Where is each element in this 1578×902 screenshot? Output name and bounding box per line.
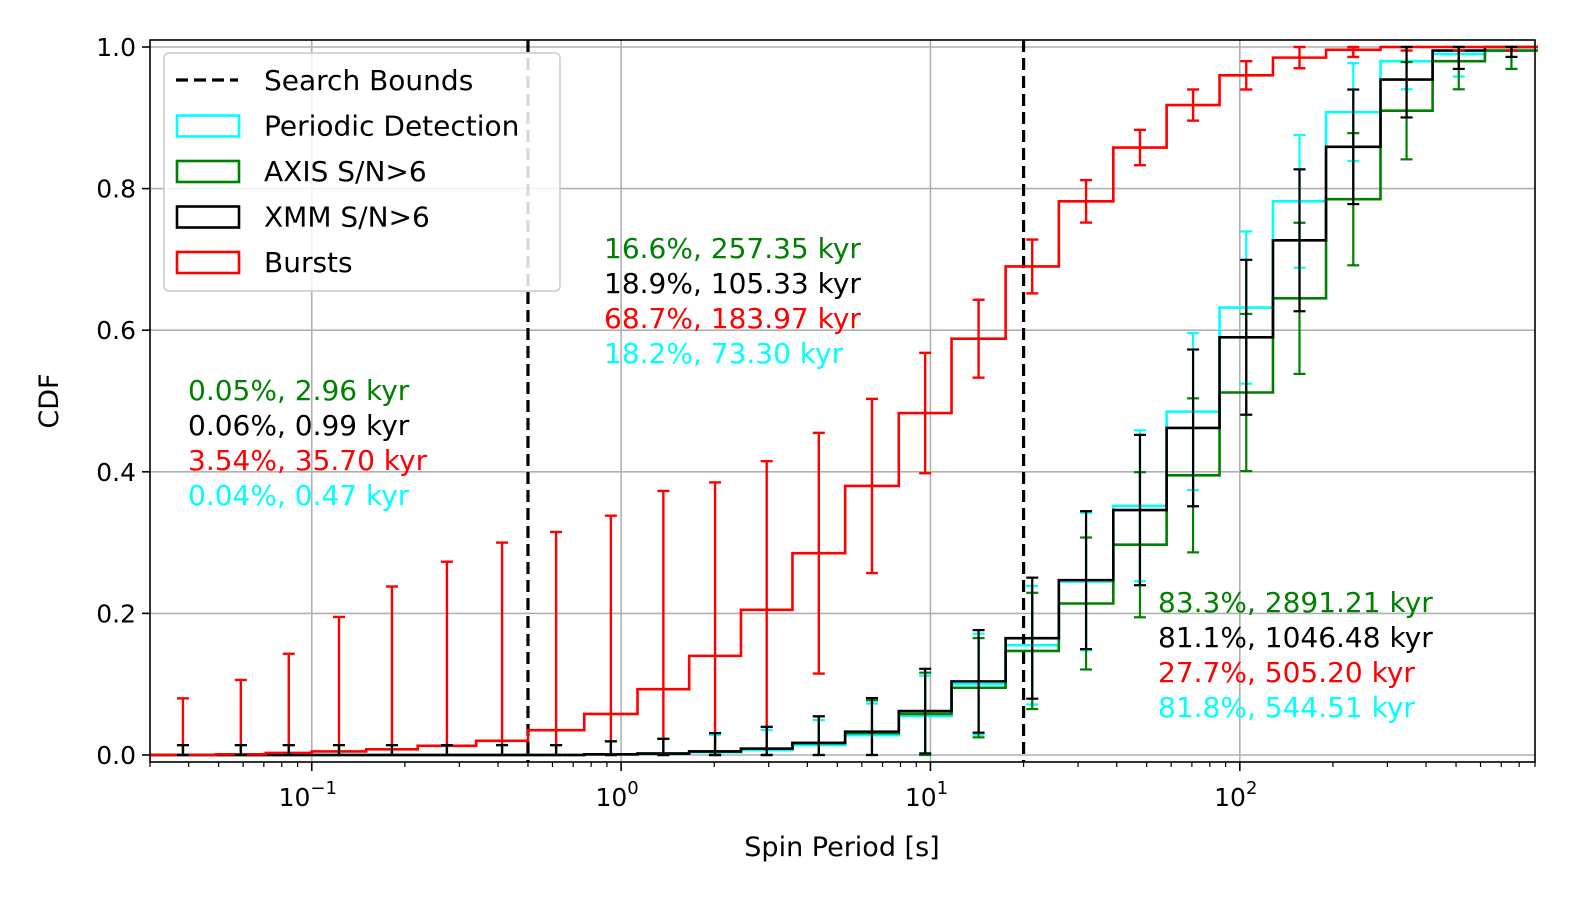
annotation-right-line: 27.7%, 505.20 kyr (1158, 656, 1415, 689)
x-axis-label: Spin Period [s] (744, 832, 939, 863)
annotation-right-line: 81.8%, 544.51 kyr (1158, 691, 1415, 724)
annotation-middle-line: 18.9%, 105.33 kyr (604, 267, 861, 300)
grid-lines (150, 40, 1535, 762)
x-tick-label: 102 (1214, 778, 1257, 812)
legend-swatch-xmm-s-n-6 (175, 205, 241, 229)
annotation-left-line: 0.06%, 0.99 kyr (188, 409, 410, 442)
legend-label-xmm-s-n-6: XMM S/N>6 (264, 201, 430, 234)
legend-label-bursts: Bursts (264, 246, 353, 279)
plot-frame (149, 39, 1536, 763)
annotation-right-line: 83.3%, 2891.21 kyr (1158, 586, 1433, 619)
annotation-left-line: 0.05%, 2.96 kyr (188, 374, 410, 407)
y-axis-label: CDF (34, 373, 65, 428)
y-tick-label: 1.0 (96, 33, 136, 62)
annotation-right-line: 81.1%, 1046.48 kyr (1158, 621, 1433, 654)
legend-swatch-bursts (175, 250, 241, 275)
x-tick-label: 101 (905, 778, 948, 812)
legend-label-search-bounds: Search Bounds (264, 64, 473, 97)
y-tick-label: 0.6 (96, 316, 136, 345)
y-tick-label: 0.0 (96, 741, 136, 770)
x-tick-label: 100 (595, 778, 638, 812)
series-xmm-s-n-6-line (150, 45, 1538, 757)
annotation-middle-line: 68.7%, 183.97 kyr (604, 302, 861, 335)
legend-box (163, 52, 561, 292)
error-bars-group (176, 45, 1518, 757)
legend-swatch-periodic-detection (175, 114, 241, 138)
annotation-middle-line: 18.2%, 73.30 kyr (604, 337, 844, 370)
annotation-left-line: 0.04%, 0.47 kyr (188, 479, 410, 512)
legend: Search Bounds Periodic Detection AXIS S/N>… (163, 52, 561, 292)
legend-swatch-axis-s-n-6 (175, 159, 241, 184)
legend-label-periodic-detection: Periodic Detection (264, 110, 519, 143)
y-tick-label: 0.2 (96, 599, 136, 628)
y-tick-label: 0.8 (96, 175, 136, 204)
annotation-left-line: 3.54%, 35.70 kyr (188, 444, 428, 477)
legend-label-axis-s-n-6: AXIS S/N>6 (264, 155, 427, 188)
search-bounds-lines (526, 40, 1026, 762)
annotation-middle-line: 16.6%, 257.35 kyr (604, 232, 861, 265)
x-tick-label: 10−1 (279, 778, 337, 812)
y-tick-label: 0.4 (96, 458, 136, 487)
